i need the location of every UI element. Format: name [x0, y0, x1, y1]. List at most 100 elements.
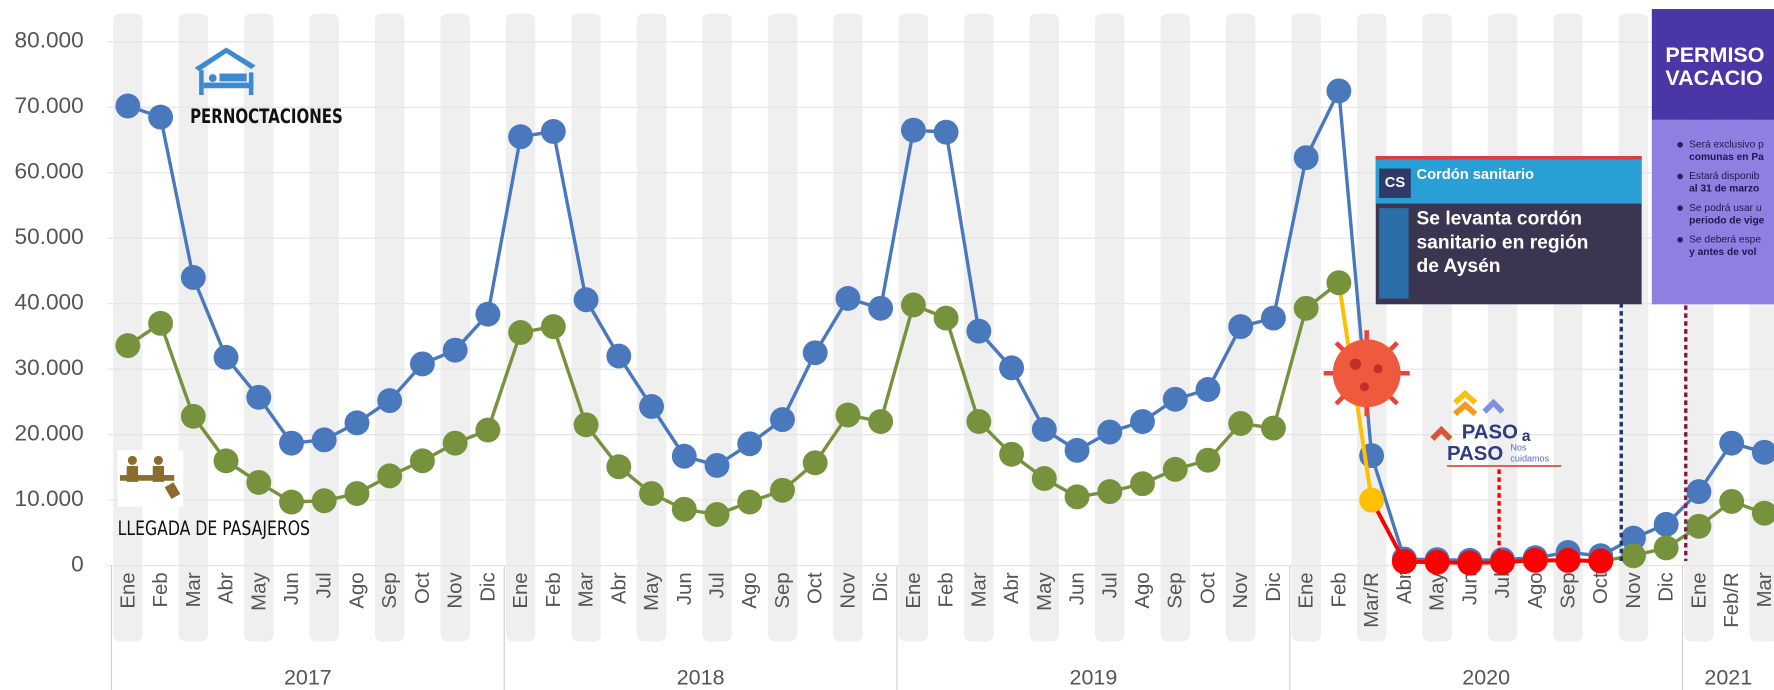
data-point — [1326, 78, 1351, 103]
data-point — [1719, 489, 1744, 514]
x-tick-label: May — [1427, 572, 1449, 611]
permiso-title: VACACIO — [1665, 66, 1762, 90]
data-point — [1294, 145, 1319, 170]
x-tick-label: Ene — [903, 572, 925, 608]
x-tick-label: Jun — [674, 572, 696, 605]
data-point — [1425, 550, 1450, 575]
x-tick-label: Jul — [707, 572, 729, 598]
data-point — [1326, 270, 1351, 295]
decorations: CS Cordón sanitario Se levanta cordón sa… — [118, 9, 1774, 563]
y-tick-label: 40.000 — [15, 290, 84, 315]
cordon-text: sanitario en región — [1416, 232, 1588, 253]
data-point — [148, 105, 173, 130]
x-tick-label: Jul — [314, 572, 336, 598]
permiso-item: Estará disponib — [1689, 171, 1759, 182]
data-point — [1261, 416, 1286, 441]
data-point — [835, 286, 860, 311]
data-point — [1686, 479, 1711, 504]
data-point — [345, 410, 370, 435]
x-tick-label: Mar — [576, 572, 598, 607]
data-point — [868, 296, 893, 321]
bullet — [1677, 174, 1683, 180]
bullet — [1677, 205, 1683, 211]
paso-text: PASO — [1462, 422, 1518, 444]
x-tick-label: Dic — [870, 572, 892, 601]
x-tick-label: Feb — [150, 572, 172, 607]
data-point — [410, 448, 435, 473]
x-tick-label: Nov — [445, 572, 467, 609]
data-point — [475, 302, 500, 327]
x-group-label: 2019 — [1070, 665, 1118, 689]
data-point — [475, 418, 500, 443]
permiso-item: Será exclusivo p — [1689, 139, 1764, 150]
data-point — [115, 333, 140, 358]
permiso-item: periodo de vige — [1689, 215, 1765, 226]
x-tick-label: Abr — [608, 572, 630, 604]
data-point — [737, 490, 762, 515]
data-point — [1588, 549, 1613, 574]
x-tick-label: Abr — [216, 572, 238, 604]
data-point — [999, 442, 1024, 467]
data-point — [835, 403, 860, 428]
data-point — [312, 488, 337, 513]
data-point — [214, 448, 239, 473]
x-tick-label: Jul — [1492, 572, 1514, 598]
x-tick-label: Jun — [1067, 572, 1089, 605]
x-tick-label: Mar — [1754, 572, 1774, 607]
data-point — [1686, 514, 1711, 539]
permiso-item: Se deberá espe — [1689, 234, 1761, 245]
x-tick-label: Dic — [1656, 572, 1678, 601]
cordon-logo: CS — [1385, 175, 1406, 191]
travellers-icon — [118, 450, 184, 507]
y-tick-label: 0 — [71, 552, 84, 577]
cordon-text: Se levanta cordón — [1416, 209, 1582, 230]
permiso-item: al 31 de marzo — [1689, 184, 1759, 195]
x-group-label: 2017 — [284, 665, 332, 689]
x-tick-label: Oct — [1197, 572, 1219, 604]
paso-text: Nos — [1510, 442, 1527, 452]
x-tick-label: Nov — [1623, 572, 1645, 609]
data-point — [1654, 535, 1679, 560]
x-tick-label: May — [248, 572, 270, 611]
data-point — [246, 470, 271, 495]
data-point — [279, 490, 304, 515]
data-point — [443, 338, 468, 363]
x-tick-label: Feb/R — [1721, 572, 1743, 627]
series-label: LLEGADA DE PASAJEROS — [118, 517, 310, 540]
x-tick-label: Jun — [281, 572, 303, 605]
x-tick-label: Ene — [1296, 572, 1318, 608]
data-point — [901, 118, 926, 143]
data-point — [966, 319, 991, 344]
data-point — [508, 320, 533, 345]
x-tick-label: Sep — [379, 572, 401, 608]
series-label: PERNOCTACIONES — [190, 105, 343, 128]
x-group-label: 2021 — [1704, 665, 1752, 689]
data-point — [934, 306, 959, 331]
data-point — [1621, 543, 1646, 568]
data-point — [279, 431, 304, 456]
data-point — [1163, 387, 1188, 412]
data-point — [541, 314, 566, 339]
y-tick-label: 60.000 — [15, 159, 84, 184]
x-tick-label: Sep — [772, 572, 794, 608]
data-point — [901, 293, 926, 318]
bullet — [1677, 237, 1683, 243]
virus-icon — [1324, 330, 1410, 416]
data-point — [606, 454, 631, 479]
data-point — [737, 431, 762, 456]
data-point — [1032, 466, 1057, 491]
data-point — [181, 265, 206, 290]
x-tick-label: May — [1034, 572, 1056, 611]
y-tick-label: 30.000 — [15, 355, 84, 380]
data-point — [606, 344, 631, 369]
x-tick-label: Ago — [739, 572, 761, 608]
x-tick-label: Feb — [543, 572, 565, 607]
data-point — [1261, 306, 1286, 331]
permiso-item: comunas en Pa — [1689, 152, 1764, 163]
data-point — [1065, 484, 1090, 509]
x-tick-label: Dic — [1263, 572, 1285, 601]
data-point — [345, 481, 370, 506]
x-tick-label: Mar — [183, 572, 205, 607]
data-point — [639, 481, 664, 506]
x-tick-label: Nov — [837, 572, 859, 609]
